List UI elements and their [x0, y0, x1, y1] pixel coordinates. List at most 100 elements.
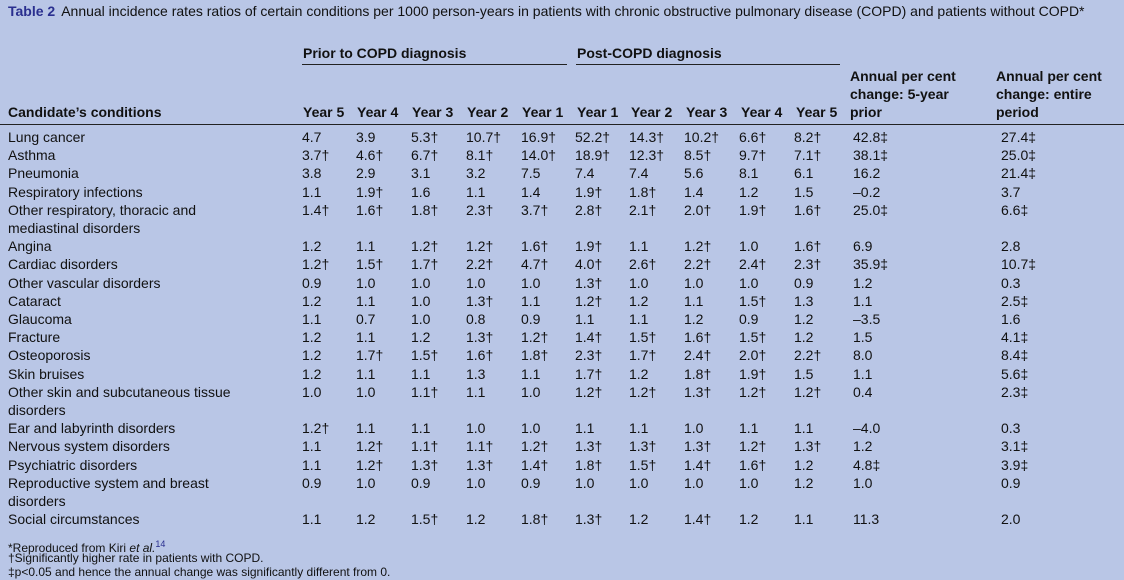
rate-cell: 6.6†	[739, 129, 767, 145]
condition-name: Angina	[8, 238, 52, 255]
annual-change-prior-cell: 1.1	[853, 365, 873, 382]
annual-change-prior-cell: 4.8‡	[853, 456, 881, 473]
rate-cell: 2.8†	[575, 201, 603, 218]
rate-cell: 1.2	[794, 311, 814, 328]
rate-cell: 2.6†	[629, 256, 657, 273]
rate-cell: 1.2	[302, 292, 322, 309]
rate-cell: 1.3	[794, 292, 814, 309]
condition-name: Asthma	[8, 147, 56, 164]
rate-cell: 1.2	[466, 511, 486, 528]
rate-cell: 1.2†	[794, 383, 822, 400]
rate-cell: 1.2	[356, 511, 376, 528]
footnote-ref-text: *Reproduced from Kiri	[8, 541, 127, 555]
rate-cell: 1.0	[629, 474, 649, 491]
rate-cell: 1.3†	[684, 383, 712, 400]
table-row: Ear and labyrinth disorders 1.2† 1.1 1.1 1.0…	[0, 419, 1124, 437]
annual-change-entire-cell: 4.1‡	[1001, 329, 1029, 346]
rate-cell: 1.0	[739, 238, 759, 255]
header-prior-year-1: Year 1	[522, 104, 564, 120]
rate-cell: 1.1	[466, 183, 486, 200]
rate-cell: 1.6†	[794, 201, 822, 218]
group-underline-prior	[302, 64, 567, 65]
table-row: Other skin and subcutaneous tissue disor…	[0, 383, 1124, 419]
table-row: Nervous system disorders 1.1 1.2† 1.1† 1.1† 1…	[0, 437, 1124, 455]
rate-cell: 1.0	[356, 474, 376, 491]
rate-cell: 7.1†	[794, 147, 822, 164]
rate-cell: 1.0	[466, 420, 486, 437]
header-post-year-3: Year 3	[686, 104, 728, 120]
condition-name: Cardiac disorders	[8, 256, 118, 273]
condition-name: Lung cancer	[8, 129, 86, 145]
header-prior-year-3: Year 3	[412, 104, 454, 120]
header-rule	[0, 124, 1124, 125]
footnote-ref-num: 14	[155, 539, 166, 549]
group-header-post: Post-COPD diagnosis	[577, 45, 722, 61]
rate-cell: 1.3†	[629, 438, 657, 455]
annual-change-prior-cell: 1.5	[853, 329, 873, 346]
rate-cell: 1.0	[466, 474, 486, 491]
rate-cell: 1.2†	[739, 383, 767, 400]
rate-cell: 1.1	[521, 292, 541, 309]
annual-change-prior-cell: 35.9‡	[853, 256, 889, 273]
condition-name: Ear and labyrinth disorders	[8, 420, 176, 437]
rate-cell: 1.3†	[794, 438, 822, 455]
rate-cell: 1.1	[575, 420, 595, 437]
rate-cell: 1.8†	[575, 456, 603, 473]
rate-cell: 1.1	[302, 311, 322, 328]
rate-cell: 1.5†	[411, 347, 439, 364]
rate-cell: 1.3†	[575, 274, 603, 291]
table-row: Angina 1.2 1.1 1.2† 1.2† 1.6† 1.9† 1.1 1.2† 1.0 1.…	[0, 237, 1124, 255]
rate-cell: 1.1	[356, 238, 376, 255]
rate-cell: 2.0†	[684, 201, 712, 218]
rate-cell: 1.4	[684, 183, 704, 200]
rate-cell: 1.2	[302, 347, 322, 364]
annual-change-entire-cell: 2.0	[1001, 511, 1021, 528]
rate-cell: 3.7†	[302, 147, 330, 164]
table-row: Asthma 3.7† 4.6† 6.7† 8.1† 14.0† 18.9† 12.3† 8.5…	[0, 146, 1124, 164]
rate-cell: 1.6†	[739, 456, 767, 473]
header-prior-year-4: Year 4	[357, 104, 399, 120]
annual-change-entire-cell: 0.3	[1001, 420, 1021, 437]
rate-cell: 9.7†	[739, 147, 767, 164]
rate-cell: 1.1	[629, 311, 649, 328]
rate-cell: 2.2†	[684, 256, 712, 273]
rate-cell: 1.2	[629, 365, 649, 382]
annual-change-entire-cell: 3.1‡	[1001, 438, 1029, 455]
rate-cell: 1.5†	[739, 292, 767, 309]
rate-cell: 2.1†	[629, 201, 657, 218]
rate-cell: 1.2	[302, 238, 322, 255]
rate-cell: 1.1	[302, 183, 322, 200]
condition-name: Nervous system disorders	[8, 438, 170, 455]
annual-change-prior-cell: 25.0‡	[853, 201, 889, 218]
header-annual-prior: Annual per cent change: 5-year prior	[850, 68, 956, 120]
rate-cell: 0.8	[466, 311, 486, 328]
condition-name: Psychiatric disorders	[8, 456, 138, 473]
rate-cell: 1.2†	[575, 292, 603, 309]
footnote-dagger: †Significantly higher rate in patients w…	[8, 551, 264, 565]
rate-cell: 1.2†	[521, 438, 549, 455]
rate-cell: 1.1	[302, 456, 322, 473]
condition-name: Osteoporosis	[8, 347, 91, 364]
rate-cell: 8.5†	[684, 147, 712, 164]
rate-cell: 4.0†	[575, 256, 603, 273]
annual-change-entire-cell: 2.8	[1001, 238, 1021, 255]
annual-change-prior-cell: –4.0	[853, 420, 881, 437]
rate-cell: 1.1†	[411, 383, 439, 400]
table-row: Osteoporosis 1.2 1.7† 1.5† 1.6† 1.8† 2.3† 1.7† 2…	[0, 346, 1124, 364]
table-row: Skin bruises 1.2 1.1 1.1 1.3 1.1 1.7† 1.2 1.8† 1.…	[0, 365, 1124, 383]
rate-cell: 2.3†	[466, 201, 494, 218]
rate-cell: 1.0	[684, 274, 704, 291]
rate-cell: 1.8†	[684, 365, 712, 382]
rate-cell: 1.9†	[739, 365, 767, 382]
rate-cell: 1.8†	[521, 511, 549, 528]
annual-change-prior-cell: 1.2	[853, 438, 873, 455]
rate-cell: 1.2	[302, 329, 322, 346]
annual-change-prior-cell: 1.2	[853, 274, 873, 291]
condition-name: Other vascular disorders	[8, 274, 161, 291]
rate-cell: 4.6†	[356, 147, 384, 164]
condition-name: Other respiratory, thoracic and mediasti…	[8, 201, 197, 237]
footnote-ref-etal: et al.	[129, 541, 156, 555]
rate-cell: 1.8†	[629, 183, 657, 200]
header-post-year-2: Year 2	[631, 104, 673, 120]
rate-cell: 1.4†	[684, 511, 712, 528]
